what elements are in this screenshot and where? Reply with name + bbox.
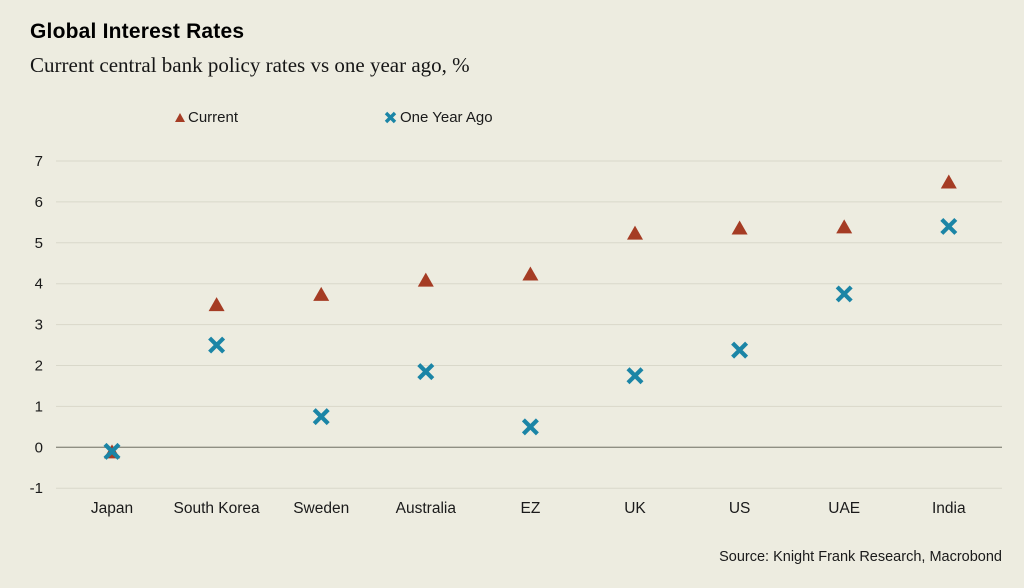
y-tick-label: 6 — [35, 194, 43, 211]
chart-title: Global Interest Rates — [30, 20, 245, 43]
x-cross-icon — [384, 111, 397, 123]
legend-label-one-year-ago: One Year Ago — [400, 108, 493, 126]
one-year-ago-marker — [731, 341, 749, 359]
current-marker — [731, 220, 748, 235]
current-marker — [522, 266, 539, 281]
one-year-ago-marker — [312, 408, 330, 426]
chart-legend: Current One Year Ago — [0, 107, 1024, 127]
y-tick-label: 3 — [35, 317, 43, 334]
legend-item-current: Current — [175, 107, 238, 127]
x-category-label: South Korea — [174, 500, 261, 517]
one-year-ago-marker — [835, 285, 853, 303]
source-credit: Source: Knight Frank Research, Macrobond — [719, 549, 1002, 565]
y-tick-label: 2 — [35, 358, 43, 375]
y-tick-label: 4 — [35, 276, 43, 293]
x-category-label: India — [932, 500, 966, 517]
x-category-label: Japan — [91, 500, 133, 517]
current-marker — [313, 286, 330, 301]
current-marker — [627, 225, 643, 240]
chart-subtitle: Current central bank policy rates vs one… — [30, 53, 470, 77]
one-year-ago-marker — [103, 442, 121, 460]
legend-item-one-year-ago: One Year Ago — [384, 107, 493, 127]
one-year-ago-marker — [208, 336, 226, 354]
y-tick-label: -1 — [30, 480, 43, 497]
one-year-ago-marker — [626, 367, 644, 385]
x-category-label: UAE — [828, 500, 860, 517]
one-year-ago-marker — [521, 418, 539, 436]
triangle-up-icon — [175, 112, 185, 122]
legend-label-current: Current — [188, 108, 239, 126]
y-tick-label: 5 — [35, 235, 43, 252]
x-category-label: Sweden — [293, 500, 349, 517]
x-category-label: Australia — [396, 500, 457, 517]
current-marker — [940, 174, 957, 189]
x-category-label: UK — [624, 500, 646, 517]
current-marker — [208, 297, 225, 312]
y-tick-label: 7 — [35, 153, 43, 170]
x-category-label: US — [729, 500, 751, 517]
one-year-ago-marker — [940, 217, 958, 235]
current-marker — [836, 219, 853, 234]
y-tick-label: 1 — [35, 398, 43, 415]
y-tick-label: 0 — [35, 439, 43, 456]
current-marker — [417, 272, 434, 287]
x-category-label: EZ — [520, 500, 540, 517]
one-year-ago-marker — [417, 363, 435, 381]
